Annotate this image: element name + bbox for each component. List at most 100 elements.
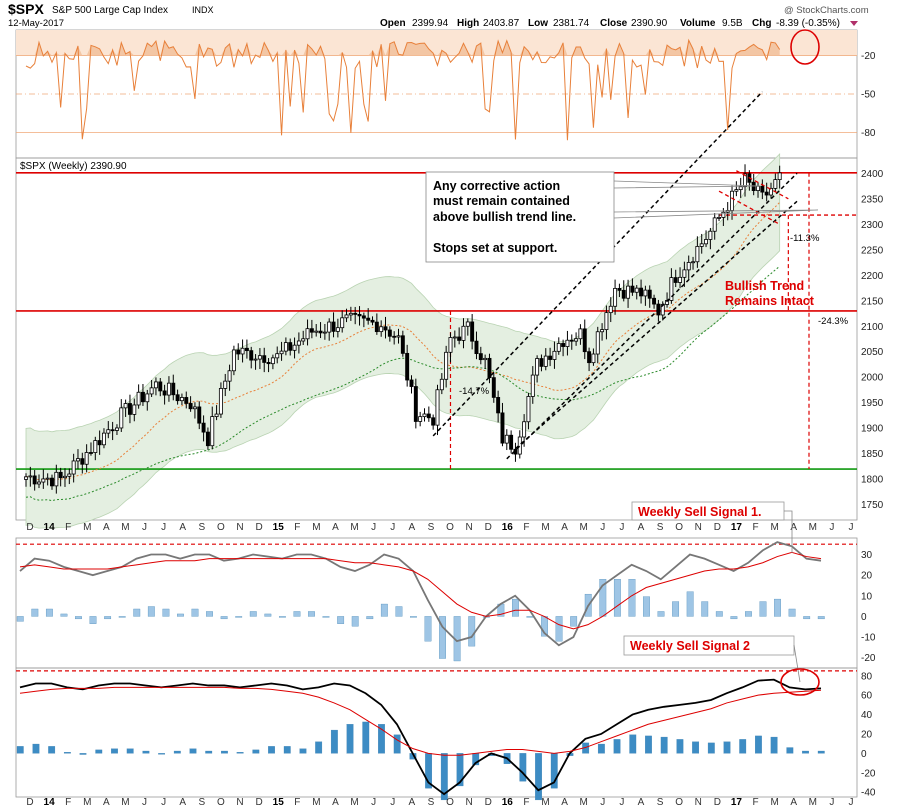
candle-body	[699, 243, 704, 247]
candle-body	[470, 321, 475, 342]
candle-body	[522, 421, 527, 438]
price-tick-label: 2250	[861, 245, 884, 256]
candle-body	[335, 327, 340, 332]
candle-body	[270, 357, 275, 365]
candle-body	[153, 381, 158, 389]
macd-histogram-bar	[206, 611, 213, 617]
macd-histogram-bar	[410, 616, 417, 618]
open-label: Open	[380, 18, 406, 29]
candle-body	[543, 355, 548, 367]
macd-histogram-bar	[189, 748, 197, 754]
candle-body	[236, 349, 241, 355]
candle-body	[591, 353, 596, 364]
macd-histogram-bar	[393, 734, 401, 754]
macd-histogram-bar	[739, 739, 747, 754]
oscillator-tick-label: -80	[861, 128, 876, 139]
candle-body	[704, 239, 709, 245]
candle-body	[188, 403, 193, 410]
candle-body	[760, 185, 765, 193]
x-tick-label: O	[446, 522, 454, 533]
candle-body	[400, 335, 405, 354]
candle-body	[114, 427, 119, 431]
candle-body	[309, 328, 314, 333]
x-tick-label: A	[179, 797, 186, 808]
candle-body	[348, 312, 353, 316]
macd-histogram-bar	[337, 616, 345, 624]
x-tick-label: M	[580, 522, 588, 533]
macd-histogram-bar	[252, 749, 260, 754]
x-tick-label: D	[255, 797, 262, 808]
x-tick-label: F	[752, 797, 758, 808]
candle-body	[578, 328, 583, 340]
x-tick-label: 16	[502, 797, 514, 808]
x-tick-label: A	[332, 522, 339, 533]
drop-2015-label: -14.7%	[459, 386, 490, 397]
macd-histogram-bar	[424, 616, 432, 642]
candle-body	[292, 344, 297, 351]
drop-big-label: -24.3%	[818, 316, 849, 327]
x-tick-label: O	[217, 522, 225, 533]
macd-histogram-bar	[142, 750, 150, 754]
candle-body	[227, 370, 232, 382]
macd-histogram-bar	[322, 616, 330, 618]
macd-panel-1	[16, 541, 857, 662]
close-label: Close	[600, 18, 628, 29]
macd-histogram-bar	[803, 616, 811, 620]
chg-value: -8.39 (-0.35%)	[776, 18, 840, 29]
macd-histogram-bar	[79, 753, 87, 755]
candle-body	[721, 211, 726, 218]
candle-body	[483, 357, 488, 361]
candle-body	[530, 374, 535, 397]
macd-histogram-bar	[268, 746, 275, 754]
x-tick-label: F	[294, 522, 300, 533]
candle-body	[353, 312, 358, 315]
candle-body	[210, 416, 215, 447]
macd-series-2-0	[19, 678, 822, 796]
axis-labels: -20-50-801750180018501900195020002050210…	[26, 51, 883, 808]
candle-body	[769, 187, 773, 196]
candle-body	[708, 230, 713, 240]
watermark: @ StockCharts.com	[784, 5, 869, 16]
candle-body	[574, 338, 579, 342]
price-tick-label: 2300	[861, 220, 884, 231]
candle-body	[71, 460, 76, 475]
short-channel-upper	[736, 170, 789, 200]
candle-body	[102, 432, 106, 446]
macd-histogram-bar	[32, 743, 40, 754]
candle-body	[331, 321, 336, 332]
candle-body	[218, 388, 223, 415]
macd-histogram-bar	[351, 616, 359, 627]
x-tick-label: M	[541, 522, 549, 533]
candle-body	[773, 179, 778, 189]
sell-signal-1-label: Weekly Sell Signal 1.	[638, 505, 761, 519]
price-tick-label: 2400	[861, 169, 884, 180]
candle-body	[621, 289, 626, 299]
macd-histogram-bar	[770, 736, 778, 754]
macd-histogram-bar	[759, 601, 767, 617]
candle-body	[50, 477, 54, 487]
x-tick-label: A	[638, 797, 645, 808]
price-panel: $SPX (Weekly) 2390.90	[16, 91, 857, 530]
price-tick-label: 1800	[861, 475, 884, 486]
candle-body	[600, 329, 605, 333]
x-tick-label: N	[236, 522, 243, 533]
note-callout-2	[613, 209, 819, 219]
x-tick-label: J	[161, 797, 166, 808]
x-tick-label: M	[580, 797, 588, 808]
candle-body	[405, 352, 410, 381]
x-tick-label: A	[790, 522, 797, 533]
price-tick-label: 2150	[861, 296, 884, 307]
candle-body	[379, 326, 384, 333]
macd-histogram-bar	[613, 739, 621, 754]
candle-body	[275, 353, 280, 359]
x-tick-label: S	[657, 522, 664, 533]
candle-body	[613, 287, 618, 307]
macd-histogram-bar	[315, 741, 323, 754]
x-tick-label: J	[390, 797, 395, 808]
candle-body	[89, 452, 93, 454]
candle-body	[413, 386, 418, 422]
macd-histogram-bar	[629, 734, 637, 754]
x-tick-label: 17	[731, 797, 743, 808]
candle-body	[478, 353, 483, 361]
candle-body	[409, 379, 414, 387]
